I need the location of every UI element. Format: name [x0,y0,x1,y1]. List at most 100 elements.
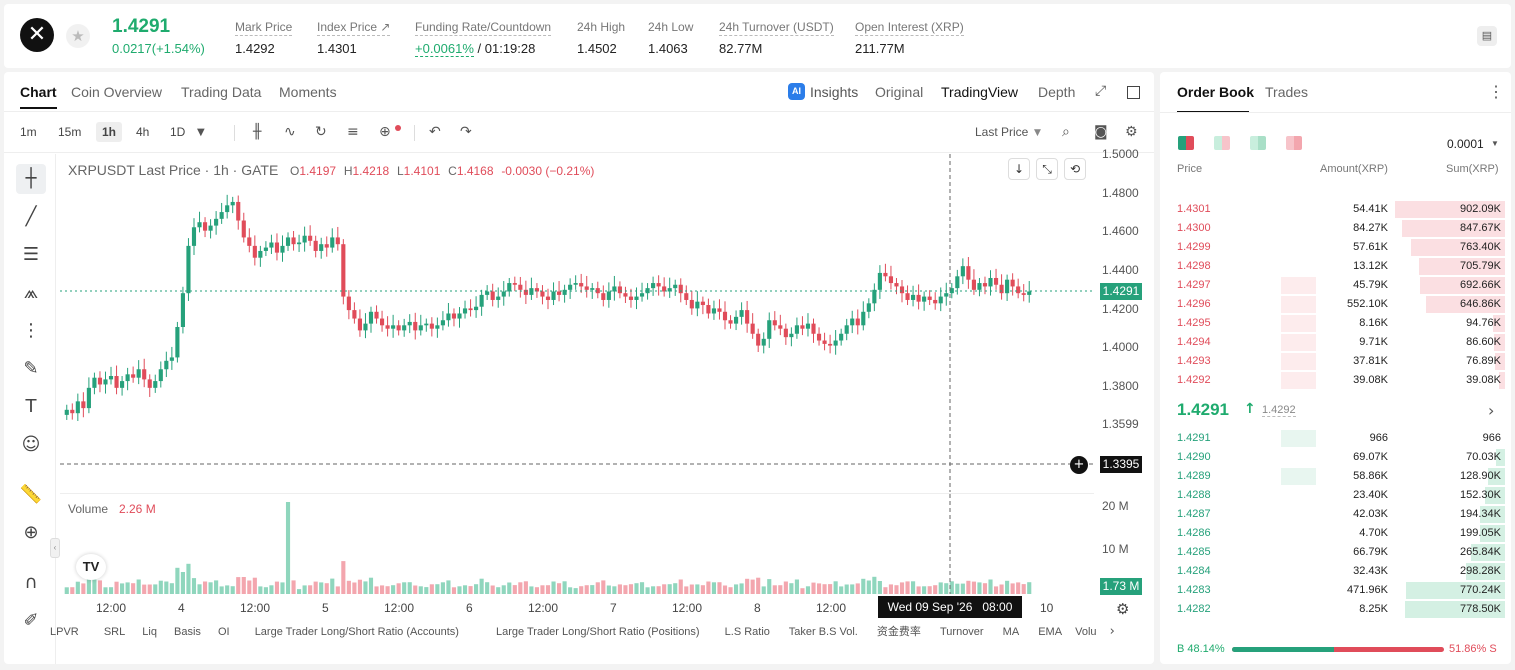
tab-chart[interactable]: Chart [20,84,57,109]
timeframe-1d[interactable]: 1D [170,125,186,139]
candlestick-chart[interactable] [60,154,1094,492]
indicator-funding-rate[interactable]: 资金费率 [876,625,921,638]
chevron-down-icon[interactable]: ▼ [197,127,205,138]
text-icon[interactable]: T [25,396,37,417]
window-icon[interactable] [1127,86,1140,99]
ask-row[interactable]: 1.4294 9.71K 86.60K [1160,333,1511,352]
timeframe-15m[interactable]: 15m [58,125,82,139]
indicator-ma[interactable]: MA [1002,626,1020,638]
zoom-in-icon[interactable]: ⊕ [23,522,39,543]
brush-icon[interactable]: ✎ [23,358,39,379]
fib-icon[interactable]: ⋮ [22,320,40,341]
indicator-lpvr[interactable]: LPVR [50,626,79,638]
tab-order-book[interactable]: Order Book [1177,84,1255,100]
tab-original[interactable]: Original [875,84,924,100]
indicator-ls-accounts[interactable]: Large Trader Long/Short Ratio (Accounts) [254,626,459,638]
layout-both-icon[interactable] [1178,136,1194,150]
indicators-icon[interactable]: ∿ [284,124,296,140]
ask-row[interactable]: 1.4296 552.10K 646.86K [1160,295,1511,314]
tradingview-logo-icon[interactable]: TV [76,554,106,580]
bid-row[interactable]: 1.4284 32.43K 298.28K [1160,562,1511,581]
tab-moments[interactable]: Moments [279,84,337,100]
price-mode-select[interactable]: Last Price [975,125,1029,139]
indicator-ls-ratio[interactable]: L.S Ratio [724,626,770,638]
indicator-srl[interactable]: SRL [103,626,126,638]
ask-row[interactable]: 1.4299 57.61K 763.40K [1160,238,1511,257]
collapse-icon[interactable]: ⤡ [1036,158,1058,180]
layout-asks-icon[interactable] [1286,136,1302,150]
tab-trading-data[interactable]: Trading Data [181,84,262,100]
more-options-icon[interactable]: ⋮ [1488,84,1504,101]
template-icon[interactable]: ≡ [347,124,359,140]
tab-coin-overview[interactable]: Coin Overview [71,84,163,100]
book-icon[interactable]: ▤ [1477,26,1497,46]
indicator-liq[interactable]: Liq [142,626,157,638]
chevron-down-icon[interactable]: ▼ [1034,128,1041,138]
indicator-turnover[interactable]: Turnover [939,626,984,638]
candle [379,310,385,332]
timeframe-4h[interactable]: 4h [136,125,150,139]
add-alert-icon[interactable]: + [1070,456,1088,474]
settings-icon[interactable]: ⚙ [1116,600,1130,618]
tab-depth[interactable]: Depth [1038,84,1076,100]
pen-icon[interactable]: ✐ [23,610,39,631]
indicator-ls-positions[interactable]: Large Trader Long/Short Ratio (Positions… [495,626,700,638]
candle-body [363,323,368,331]
expand-icon[interactable]: ⤢ [1095,83,1107,99]
crosshair-icon[interactable]: ┼ [16,164,46,194]
bid-row[interactable]: 1.4288 23.40K 152.30K [1160,486,1511,505]
ask-row[interactable]: 1.4298 13.12K 705.79K [1160,257,1511,276]
search-icon[interactable]: ⌕ [1062,124,1070,140]
bid-row[interactable]: 1.4282 8.25K 778.50K [1160,600,1511,619]
pattern-icon[interactable]: ⩕ [23,282,39,303]
bid-row[interactable]: 1.4285 66.79K 265.84K [1160,543,1511,562]
precision-select[interactable]: 0.0001 [1447,137,1484,151]
layout-split-icon[interactable] [1214,136,1230,150]
emoji-icon[interactable]: ☺ [21,434,41,455]
bid-row[interactable]: 1.4286 4.70K 199.05K [1160,524,1511,543]
replay-icon[interactable]: ↻ [315,124,327,140]
bid-row[interactable]: 1.4283 471.96K 770.24K [1160,581,1511,600]
ask-row[interactable]: 1.4297 45.79K 692.66K [1160,276,1511,295]
bid-row[interactable]: 1.4287 42.03K 194.34K [1160,505,1511,524]
gear-icon[interactable]: ⚙ [1125,124,1138,140]
timeframe-1m[interactable]: 1m [20,125,37,139]
trend-line-icon[interactable]: ╱ [25,206,37,227]
bid-row[interactable]: 1.4290 69.07K 70.03K [1160,448,1511,467]
chevron-right-icon[interactable]: › [1109,624,1115,639]
tab-trades[interactable]: Trades [1265,84,1309,100]
chevron-right-icon[interactable]: › [1488,401,1495,420]
ask-row[interactable]: 1.4293 37.81K 76.89K [1160,352,1511,371]
magnet-icon[interactable]: ∩ [24,572,38,593]
bid-row[interactable]: 1.4289 58.86K 128.90K [1160,467,1511,486]
horizontal-lines-icon[interactable]: ☰ [22,244,40,265]
add-indicator-icon[interactable]: ⊕ [379,124,391,140]
indicator-basis[interactable]: Basis [174,626,201,638]
volume-bar [722,585,728,594]
bid-row[interactable]: 1.4291 966 966 [1160,429,1511,448]
ask-row[interactable]: 1.4301 54.41K 902.09K [1160,200,1511,219]
camera-icon[interactable]: ◙ [1094,124,1108,140]
stat-index-price[interactable]: Index Price ↗ 1.4301 [317,18,391,56]
indicator-ema[interactable]: EMA [1038,626,1063,638]
undo-icon[interactable]: ↶ [429,124,441,140]
indicator-oi[interactable]: OI [218,626,230,638]
tab-insights[interactable]: Insights [810,84,859,100]
candle-body [999,284,1004,294]
ask-row[interactable]: 1.4295 8.16K 94.76K [1160,314,1511,333]
ask-row[interactable]: 1.4292 39.08K 39.08K [1160,371,1511,390]
timeframe-1h[interactable]: 1h [96,122,123,142]
redo-icon[interactable]: ↷ [460,124,472,140]
scroll-down-icon[interactable]: ↓ [1008,158,1030,180]
tab-tradingview[interactable]: TradingView [941,84,1019,100]
indicator-taker-vol[interactable]: Taker B.S Vol. [788,626,858,638]
ask-row[interactable]: 1.4300 84.27K 847.67K [1160,219,1511,238]
reset-icon[interactable]: ⟲ [1064,158,1086,180]
indicator-volume[interactable]: Volu [1075,626,1097,638]
ruler-icon[interactable]: 📏 [19,484,43,505]
layout-bids-icon[interactable] [1250,136,1266,150]
collapse-toolbar-handle[interactable]: ‹ [50,538,60,558]
favorite-star-icon[interactable]: ★ [66,24,90,48]
chevron-down-icon[interactable]: ▼ [1491,139,1499,148]
candles-icon[interactable]: ╫ [253,124,262,140]
